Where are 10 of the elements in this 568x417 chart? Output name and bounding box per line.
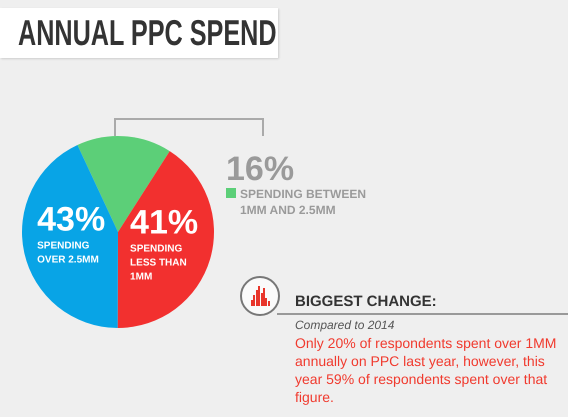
slice-label: SPENDING LESS THAN 1MM — [130, 244, 187, 283]
text: BIGGEST CHANGE: — [295, 293, 437, 310]
text: Only 20% of respondents spent over 1MM annually on PPC last year, however, this year 59% of respondents spent over that figure. — [295, 334, 558, 406]
data-label: 16% — [226, 150, 294, 188]
legend-label: SPENDING BETWEEN 1MM AND 2.5MM — [240, 187, 366, 217]
data-label: 43% — [37, 200, 106, 238]
chart-title: ANNUAL PPC SPEND — [18, 12, 277, 54]
data-label: 41% — [130, 204, 198, 242]
slice-label: SPENDING OVER 2.5MM — [37, 240, 99, 266]
text: Compared to 2014 — [295, 318, 394, 332]
